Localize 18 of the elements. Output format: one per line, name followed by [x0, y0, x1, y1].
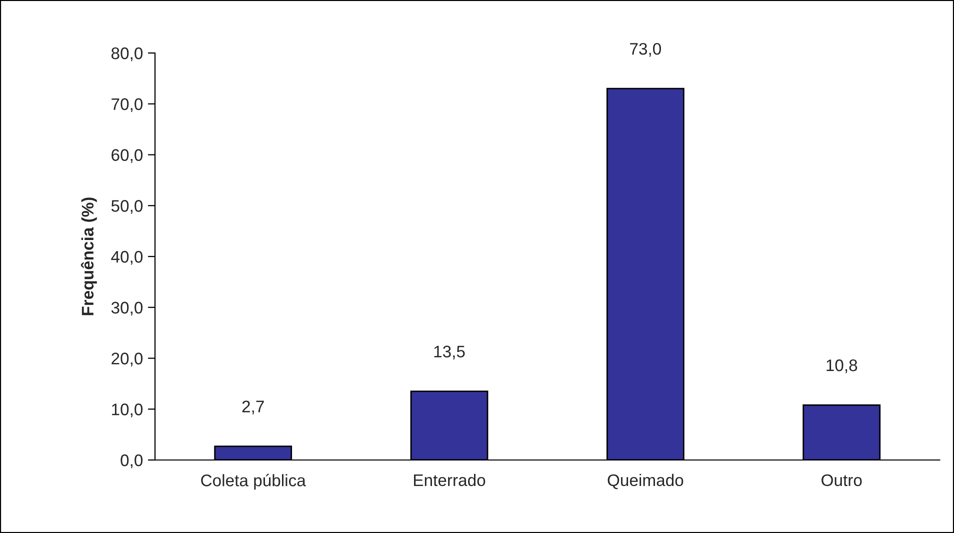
y-axis-title: Frequência (%)	[80, 198, 97, 316]
y-tick-label: 60,0	[112, 149, 143, 163]
data-label: 10,8	[826, 359, 858, 374]
x-tick-label: Enterrado	[414, 474, 486, 486]
x-tick-label: Coleta pública	[201, 474, 306, 490]
data-label: 13,5	[434, 346, 465, 360]
y-tick-label: 80,0	[111, 47, 143, 62]
y-tick-label: 50,0	[111, 200, 143, 214]
data-label: 73,0	[630, 42, 661, 57]
y-tick-label: 40,0	[111, 250, 143, 265]
y-tick-label: 20,0	[112, 352, 143, 366]
y-tick-label: 30,0	[111, 302, 143, 316]
data-label: 2,7	[242, 400, 264, 414]
x-tick-label: Outro	[822, 474, 862, 486]
x-tick-label: Queimado	[608, 474, 684, 490]
y-tick-label: 10,0	[112, 404, 143, 418]
y-tick-label: 0,0	[120, 454, 143, 468]
y-tick-label: 70,0	[112, 98, 143, 112]
